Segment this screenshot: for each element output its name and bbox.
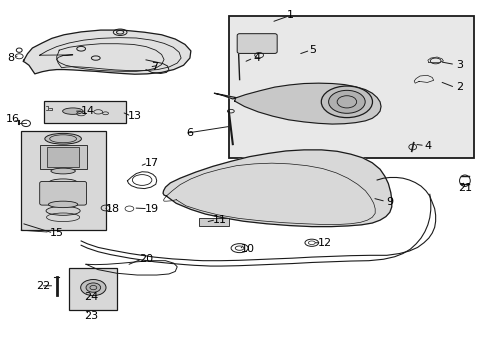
Polygon shape	[23, 30, 190, 74]
Text: 2: 2	[455, 82, 463, 93]
Text: 3: 3	[456, 60, 463, 70]
Bar	[69, 268, 117, 310]
Polygon shape	[163, 150, 391, 226]
Text: 14: 14	[80, 106, 94, 116]
Text: 8: 8	[7, 53, 14, 63]
Text: 16: 16	[5, 114, 20, 124]
FancyBboxPatch shape	[40, 181, 86, 205]
Text: 4: 4	[253, 53, 260, 63]
Ellipse shape	[81, 279, 106, 296]
Text: 5: 5	[308, 45, 316, 55]
FancyBboxPatch shape	[198, 218, 228, 226]
Text: 18: 18	[105, 204, 120, 215]
Bar	[43, 101, 126, 123]
Text: 13: 13	[127, 111, 142, 121]
Text: 11: 11	[213, 215, 226, 225]
Ellipse shape	[62, 108, 83, 114]
Text: 19: 19	[144, 204, 159, 215]
Ellipse shape	[51, 168, 75, 174]
Text: 9: 9	[386, 197, 392, 207]
Text: 20: 20	[139, 254, 153, 264]
Text: 21: 21	[457, 183, 471, 193]
Ellipse shape	[321, 86, 372, 118]
Ellipse shape	[45, 134, 81, 144]
Text: 23: 23	[83, 311, 98, 320]
Text: 22: 22	[37, 281, 51, 291]
Text: 6: 6	[186, 129, 193, 138]
Bar	[21, 131, 105, 230]
Ellipse shape	[48, 179, 78, 187]
FancyBboxPatch shape	[47, 147, 79, 167]
Ellipse shape	[328, 90, 365, 113]
Ellipse shape	[86, 283, 101, 292]
Text: 7: 7	[150, 62, 158, 72]
Text: 12: 12	[317, 238, 331, 248]
Text: 1: 1	[287, 10, 294, 20]
Text: 10: 10	[241, 244, 254, 254]
Polygon shape	[214, 83, 380, 124]
Text: 15: 15	[50, 228, 63, 238]
FancyBboxPatch shape	[40, 145, 86, 169]
Bar	[228, 16, 473, 158]
Text: 24: 24	[83, 292, 98, 302]
Ellipse shape	[48, 201, 78, 208]
FancyBboxPatch shape	[237, 34, 277, 53]
Text: 17: 17	[144, 158, 159, 168]
Text: 4: 4	[424, 141, 431, 151]
Ellipse shape	[46, 206, 80, 215]
